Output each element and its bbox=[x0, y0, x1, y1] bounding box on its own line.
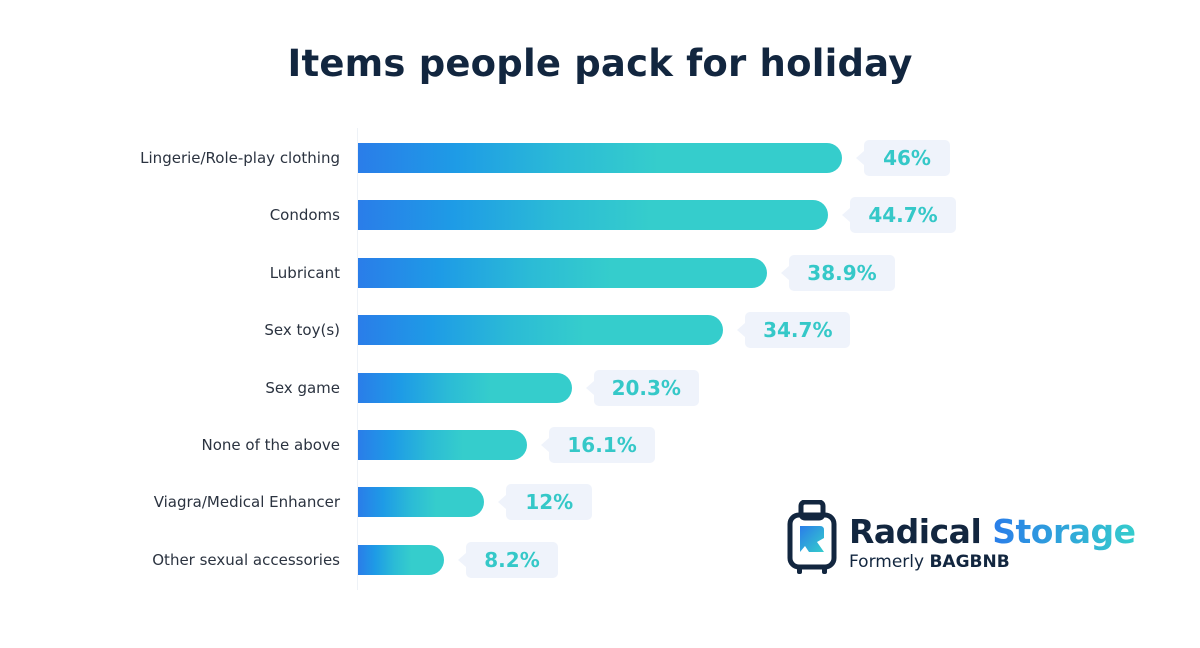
bar-row: Sex toy(s) 34.7% bbox=[0, 312, 1200, 349]
category-label: None of the above bbox=[201, 436, 340, 454]
bar-row: Lingerie/Role-play clothing 46% bbox=[0, 140, 1200, 176]
chart-title: Items people pack for holiday bbox=[287, 42, 913, 85]
data-label: 44.7% bbox=[842, 197, 956, 234]
bar bbox=[358, 200, 829, 231]
logo-subtitle: Formerly BAGBNB bbox=[849, 552, 1010, 572]
bar-row: Lubricant 38.9% bbox=[0, 254, 1200, 291]
bar-row: Viagra/Medical Enhancer 12% bbox=[0, 484, 1200, 521]
bar-row: None of the above 16.1% bbox=[0, 427, 1200, 463]
logo-brand-name: Radical Storage bbox=[849, 512, 1136, 551]
suitcase-icon bbox=[787, 499, 837, 574]
data-label: 20.3% bbox=[585, 369, 699, 406]
category-label: Other sexual accessories bbox=[152, 550, 340, 569]
bar bbox=[358, 430, 528, 460]
data-label: 12% bbox=[498, 484, 593, 521]
data-label: 46% bbox=[856, 140, 950, 176]
bar-row: Other sexual accessories 8.2% bbox=[0, 541, 1200, 578]
bar bbox=[358, 143, 842, 173]
data-label: 38.9% bbox=[781, 254, 895, 291]
y-axis-line bbox=[357, 128, 358, 590]
bar bbox=[358, 315, 724, 346]
logo-sub-bagbnb: BAGBNB bbox=[929, 552, 1010, 572]
bar bbox=[358, 487, 485, 518]
bar bbox=[358, 372, 572, 403]
radical-storage-logo: Radical Storage Formerly BAGBNB bbox=[787, 499, 1147, 576]
bar-row: Sex game 20.3% bbox=[0, 369, 1200, 406]
logo-word-radical: Radical bbox=[849, 512, 982, 551]
category-label: Viagra/Medical Enhancer bbox=[153, 493, 340, 512]
bar bbox=[358, 257, 768, 288]
category-label: Lingerie/Role-play clothing bbox=[140, 149, 340, 167]
category-label: Sex toy(s) bbox=[264, 321, 340, 340]
category-label: Condoms bbox=[269, 206, 340, 225]
logo-sub-formerly: Formerly bbox=[849, 552, 925, 572]
bar-row: Condoms 44.7% bbox=[0, 197, 1200, 234]
bar bbox=[358, 544, 445, 575]
category-label: Lubricant bbox=[269, 263, 340, 282]
logo-word-storage: Storage bbox=[992, 512, 1136, 551]
data-label: 34.7% bbox=[737, 312, 851, 349]
category-label: Sex game bbox=[265, 378, 340, 397]
data-label: 8.2% bbox=[458, 541, 558, 578]
data-label: 16.1% bbox=[541, 427, 655, 463]
